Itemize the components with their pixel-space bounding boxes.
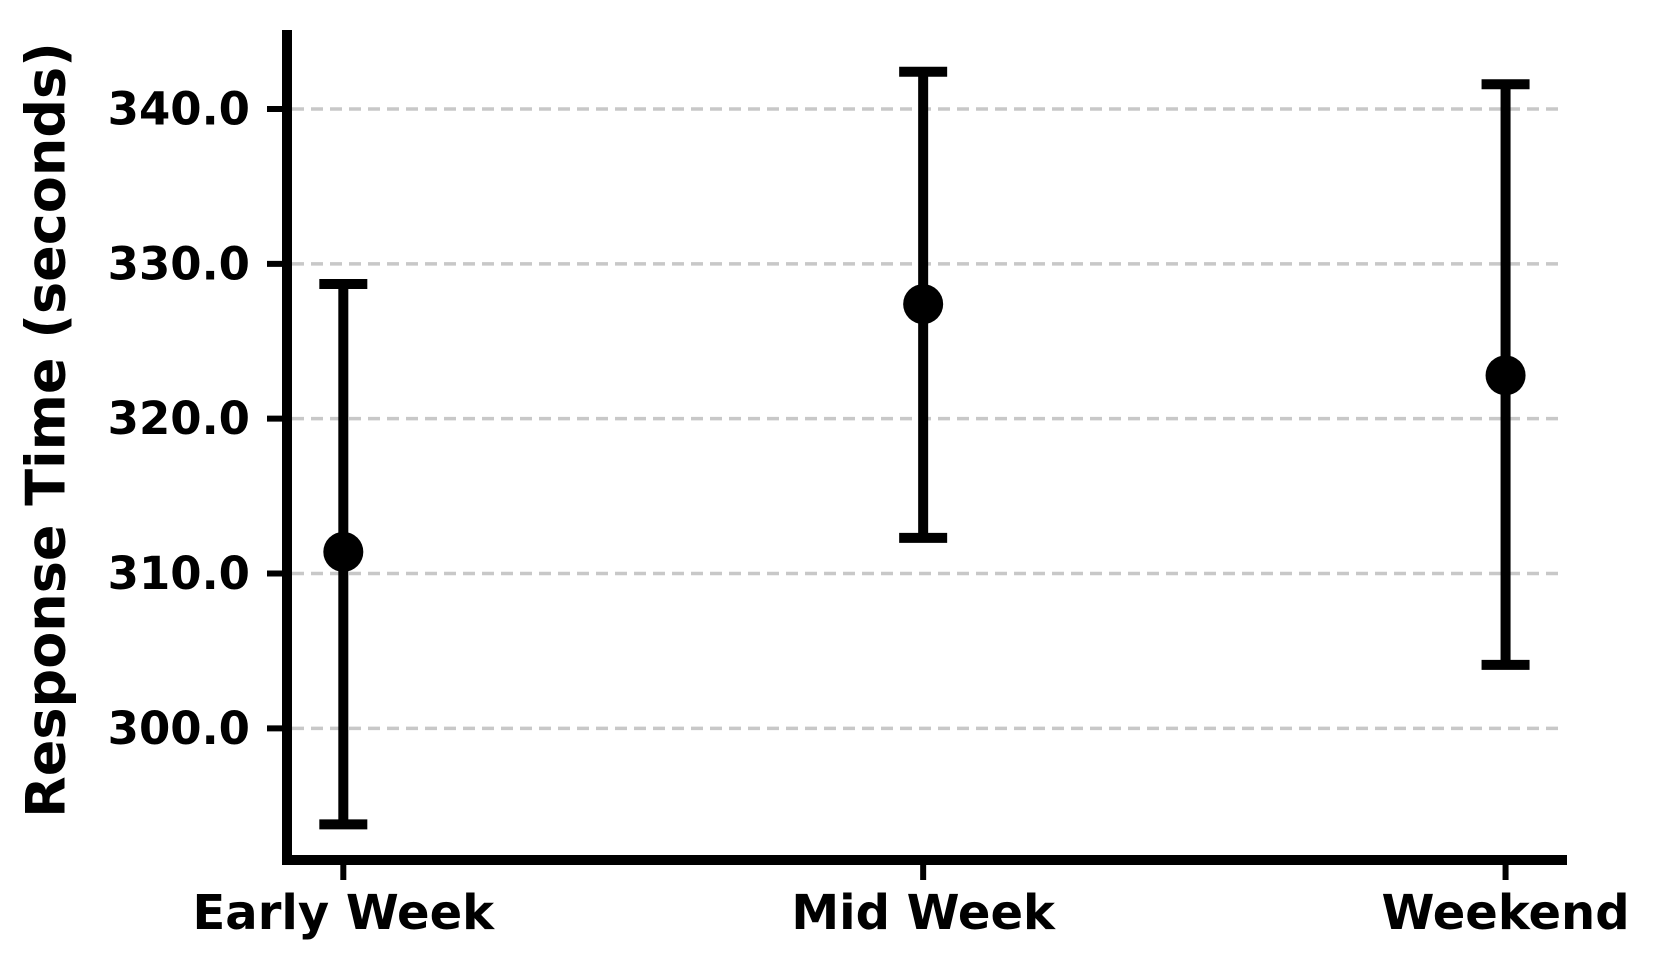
y-tick-label: 340.0 (108, 82, 250, 135)
y-axis-spine (282, 30, 292, 865)
error-bar-group (319, 278, 368, 830)
data-point-marker (903, 284, 944, 325)
data-layer (319, 66, 1530, 830)
y-tick-label: 330.0 (108, 237, 250, 290)
y-tick-label: 320.0 (108, 392, 250, 445)
x-tick-label: Mid Week (791, 885, 1056, 941)
axis-layer: 300.0 310.0 320.0 330.0 340.0 Early Week Mid W… (108, 30, 1630, 941)
x-tick-label: Early Week (193, 885, 496, 941)
data-point-marker (323, 531, 364, 572)
error-bar-group (899, 66, 948, 543)
x-tick-label: Weekend (1382, 885, 1630, 941)
y-axis-label: Response Time (seconds) (15, 42, 78, 818)
data-point-marker (1485, 355, 1526, 396)
y-tick-label: 310.0 (108, 547, 250, 600)
error-bar-group (1481, 79, 1530, 670)
x-axis-spine (282, 855, 1567, 865)
y-tick-label: 300.0 (108, 702, 250, 755)
